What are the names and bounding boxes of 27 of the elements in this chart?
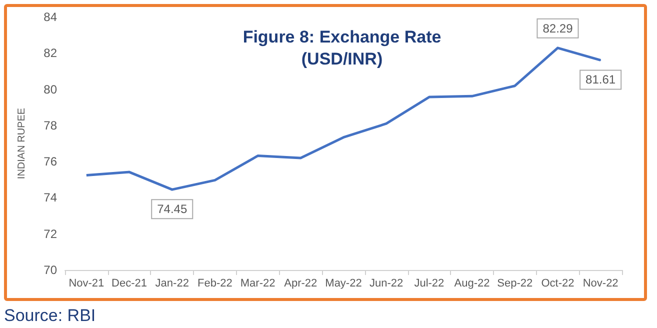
y-tick-label: 84 bbox=[44, 10, 58, 24]
x-tick-label: Jan-22 bbox=[155, 278, 189, 290]
y-axis-title: INDIAN RUPEE bbox=[16, 108, 28, 180]
x-tick-label: Feb-22 bbox=[198, 278, 232, 290]
y-tick-label: 70 bbox=[44, 263, 58, 277]
source-note: Source: RBI bbox=[4, 306, 96, 326]
x-tick-label: Sep-22 bbox=[497, 278, 533, 290]
x-tick-label: Jun-22 bbox=[370, 278, 404, 290]
y-tick-label: 74 bbox=[44, 190, 58, 205]
x-tick-label: Oct-22 bbox=[541, 278, 574, 290]
y-tick-label: 76 bbox=[44, 154, 58, 169]
text: Figure 8: Exchange Rate (USD/INR) bbox=[242, 28, 442, 68]
data-label: 81.61 bbox=[586, 72, 616, 87]
y-tick-label: 72 bbox=[44, 226, 58, 241]
y-tick-label: 80 bbox=[44, 82, 58, 96]
x-tick-label: Nov-21 bbox=[68, 278, 104, 290]
x-tick-label: Dec-21 bbox=[112, 278, 148, 290]
x-tick-label: Nov-22 bbox=[582, 278, 618, 290]
y-tick-label: 78 bbox=[44, 118, 58, 132]
x-tick-label: Apr-22 bbox=[284, 278, 318, 290]
x-tick-label: Aug-22 bbox=[454, 278, 490, 290]
x-tick-label: May-22 bbox=[325, 278, 362, 290]
x-tick-label: Jul-22 bbox=[414, 278, 444, 290]
x-tick-label: Mar-22 bbox=[240, 278, 276, 290]
data-label: 82.29 bbox=[542, 21, 574, 36]
data-label: 74.45 bbox=[157, 202, 188, 216]
y-tick-label: 82 bbox=[44, 46, 58, 60]
